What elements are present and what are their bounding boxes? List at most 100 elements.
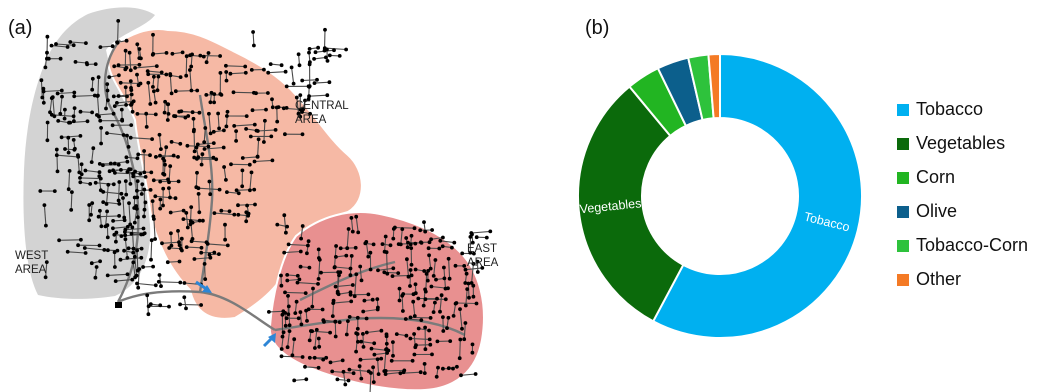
network-node (199, 245, 204, 250)
pipe-segment (252, 109, 267, 111)
main-pipe (274, 316, 466, 337)
network-node (352, 294, 357, 299)
network-node (412, 314, 417, 318)
network-node (364, 240, 369, 244)
network-node (72, 94, 77, 99)
network-node (123, 230, 127, 234)
network-node (383, 369, 388, 373)
network-node (458, 307, 462, 311)
network-node (83, 251, 88, 255)
network-node (212, 100, 217, 105)
network-node (423, 297, 428, 302)
network-node (128, 182, 133, 186)
network-node (307, 355, 312, 360)
network-node (130, 225, 135, 230)
network-node (176, 229, 180, 233)
network-node (76, 153, 80, 158)
network-node (296, 316, 301, 321)
network-node (451, 366, 455, 371)
network-node (78, 109, 83, 114)
network-node (217, 187, 222, 192)
network-node (212, 211, 217, 216)
network-node (71, 43, 76, 48)
network-node (296, 111, 301, 116)
network-node (49, 96, 54, 100)
pipe-segment (471, 263, 474, 284)
network-node (438, 238, 443, 243)
network-node (166, 112, 171, 116)
pipe-segment (309, 94, 328, 97)
network-node (67, 120, 71, 125)
network-node (416, 326, 421, 331)
network-node (131, 250, 136, 255)
network-node (299, 236, 303, 241)
pipe-segment (180, 303, 202, 306)
network-node (460, 326, 464, 331)
network-node (173, 89, 178, 94)
network-node (442, 265, 446, 270)
network-node (139, 255, 144, 260)
network-node (44, 260, 49, 264)
pipe-segment (456, 302, 477, 305)
pipe-segment (225, 65, 246, 68)
network-node (78, 180, 83, 185)
network-node (390, 274, 395, 278)
network-node (308, 60, 312, 65)
network-node (90, 201, 95, 206)
network-node (168, 210, 173, 215)
network-node (126, 145, 131, 149)
pipe-segment (124, 239, 128, 258)
network-node (199, 250, 204, 255)
network-node (283, 323, 288, 328)
pipe-segment (158, 134, 162, 150)
network-node (429, 284, 434, 289)
network-node (66, 187, 71, 192)
network-node (470, 342, 475, 347)
pipe-segment (214, 212, 235, 216)
network-node (281, 330, 286, 335)
network-node (108, 161, 113, 166)
network-node (52, 114, 57, 119)
network-node (391, 353, 395, 358)
network-node (145, 293, 150, 298)
network-node (97, 170, 102, 175)
network-node (138, 81, 143, 86)
network-node (286, 294, 290, 298)
network-node (243, 64, 248, 69)
network-node (194, 145, 199, 150)
network-node (216, 111, 221, 116)
network-node (44, 223, 48, 228)
network-node (90, 76, 95, 81)
network-node (212, 250, 217, 255)
network-node (354, 349, 358, 354)
network-node (123, 48, 128, 53)
pipe-segment (333, 300, 352, 304)
network-node (169, 243, 174, 248)
network-node (413, 282, 418, 287)
network-node (88, 182, 93, 186)
pipe-segment (330, 359, 343, 363)
network-node (287, 323, 292, 328)
network-node (118, 257, 123, 262)
network-node (313, 346, 317, 350)
pipe-segment (342, 371, 346, 385)
network-node (186, 114, 191, 118)
network-node (303, 98, 307, 103)
network-node (358, 264, 363, 269)
network-node (426, 269, 430, 273)
network-node (93, 180, 98, 185)
pipe-segment (412, 301, 416, 317)
network-node (121, 133, 126, 137)
network-node (169, 231, 173, 236)
network-node (391, 266, 396, 271)
network-node (256, 137, 261, 142)
network-node (55, 169, 60, 174)
network-node (322, 48, 327, 53)
network-node (267, 310, 271, 314)
network-node (371, 380, 376, 384)
network-node (298, 93, 303, 97)
network-node (252, 187, 257, 192)
network-node (347, 367, 352, 372)
network-node (76, 243, 80, 248)
network-node (161, 186, 166, 191)
